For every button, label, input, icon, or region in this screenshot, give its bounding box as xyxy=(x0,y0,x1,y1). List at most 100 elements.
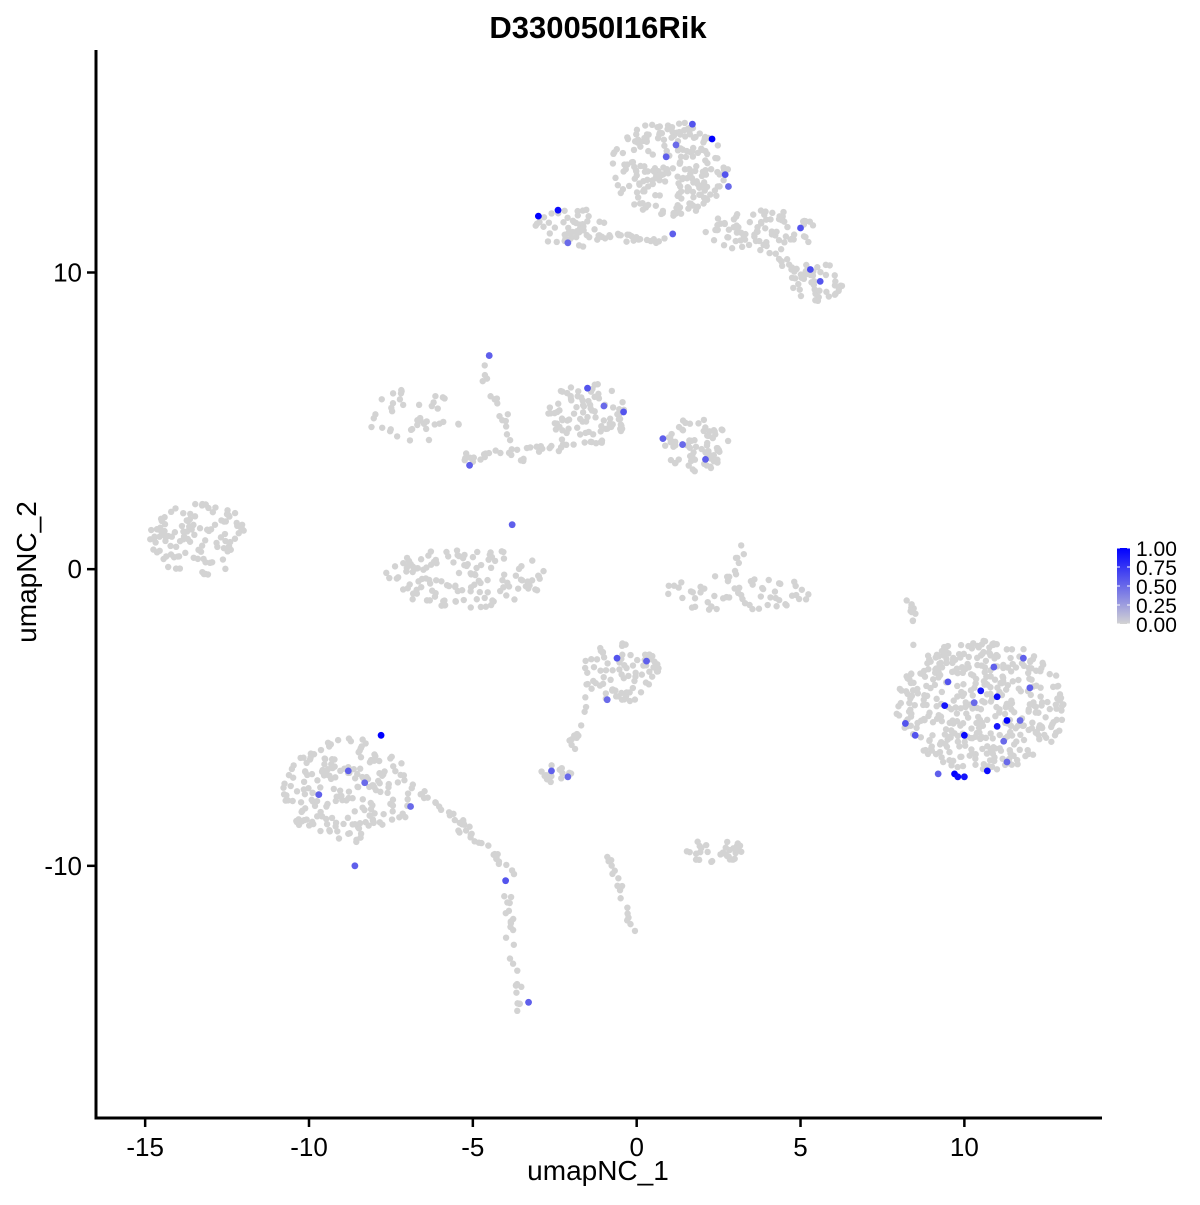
expressing-cell-point xyxy=(564,773,572,781)
cell-point xyxy=(674,173,681,180)
cell-point xyxy=(592,414,599,421)
cell-point xyxy=(814,264,821,271)
cell-point xyxy=(546,230,554,237)
cell-point xyxy=(1004,681,1012,689)
cell-point xyxy=(300,754,307,761)
cell-point xyxy=(415,401,423,409)
cell-point xyxy=(1033,728,1041,735)
cell-point xyxy=(455,569,463,577)
cell-point xyxy=(400,559,407,567)
cell-point xyxy=(697,589,704,596)
cell-point xyxy=(389,390,397,397)
cell-point xyxy=(186,538,194,545)
cell-point xyxy=(608,423,615,431)
cell-point xyxy=(954,732,962,740)
cell-point xyxy=(356,820,364,827)
cell-point xyxy=(823,288,830,296)
cell-point xyxy=(401,777,408,784)
cell-point xyxy=(625,182,633,190)
cell-point xyxy=(344,814,352,822)
cell-point xyxy=(464,561,471,568)
cell-point xyxy=(451,583,459,591)
cell-point xyxy=(351,821,359,828)
cell-point xyxy=(1008,697,1015,704)
cell-point xyxy=(664,170,672,177)
cell-point xyxy=(714,456,721,463)
cell-point xyxy=(303,759,310,767)
cell-point xyxy=(606,415,614,422)
cell-point xyxy=(200,555,207,563)
cell-point xyxy=(1009,678,1016,685)
cell-point xyxy=(1008,706,1015,713)
cell-point xyxy=(518,562,525,570)
cell-point xyxy=(649,151,656,158)
cell-point xyxy=(476,588,484,596)
cell-point xyxy=(388,408,396,415)
expressing-cell-point xyxy=(688,120,696,128)
cell-point xyxy=(600,654,608,661)
expressing-cell-point xyxy=(659,435,667,443)
cell-point xyxy=(643,137,650,145)
expressing-cell-point xyxy=(1000,737,1008,745)
cell-point xyxy=(925,666,932,673)
expressing-cell-point xyxy=(960,731,968,739)
cell-point xyxy=(762,225,769,232)
cell-point xyxy=(485,842,492,849)
cell-point xyxy=(775,237,783,244)
cell-point xyxy=(565,416,573,423)
cell-point xyxy=(631,927,639,935)
cell-point xyxy=(682,419,689,427)
cell-point xyxy=(184,517,192,525)
cell-point xyxy=(631,175,638,182)
cell-point xyxy=(942,726,950,733)
cell-point xyxy=(512,572,520,579)
cell-point xyxy=(404,585,411,592)
cell-point xyxy=(1028,676,1035,683)
cell-point xyxy=(716,171,723,178)
cell-point xyxy=(176,537,184,545)
cell-point xyxy=(959,762,967,770)
cell-point xyxy=(503,592,510,599)
cell-point xyxy=(697,191,704,198)
expressing-cell-point xyxy=(954,773,962,781)
cell-point xyxy=(993,703,1000,711)
cell-point xyxy=(954,693,961,700)
cell-point xyxy=(577,722,585,729)
cell-point xyxy=(385,784,392,791)
cell-point xyxy=(321,755,328,762)
cell-point xyxy=(949,654,957,662)
cell-point xyxy=(687,457,695,465)
cell-point xyxy=(160,555,167,563)
cell-point xyxy=(579,401,587,409)
cell-point xyxy=(752,237,760,245)
cell-point xyxy=(450,559,457,566)
colorbar-label: 1.00 xyxy=(1136,538,1177,561)
cell-point xyxy=(332,797,340,805)
cell-point xyxy=(659,209,666,217)
cell-point xyxy=(737,237,744,244)
cell-point xyxy=(738,542,745,549)
cell-point xyxy=(516,1000,523,1007)
cell-point xyxy=(621,661,628,669)
cell-point xyxy=(588,655,595,663)
cell-point xyxy=(749,605,756,613)
cell-point xyxy=(611,687,619,695)
expressing-cell-point xyxy=(941,702,949,710)
x-tick-label: 0 xyxy=(629,1132,643,1162)
cell-point xyxy=(167,508,175,516)
cell-point xyxy=(685,205,692,212)
cell-point xyxy=(573,403,580,411)
cell-point xyxy=(984,681,991,688)
cell-point xyxy=(957,705,964,712)
cell-point xyxy=(993,766,1001,773)
cell-point xyxy=(191,513,199,520)
cell-point xyxy=(670,443,677,450)
cell-point xyxy=(399,401,407,409)
cell-point xyxy=(574,207,581,215)
cell-point xyxy=(983,750,991,757)
cell-point xyxy=(370,819,377,827)
expressing-cell-point xyxy=(1003,717,1011,724)
cell-point xyxy=(434,405,441,412)
cell-point xyxy=(548,442,555,450)
cell-point xyxy=(404,796,411,803)
